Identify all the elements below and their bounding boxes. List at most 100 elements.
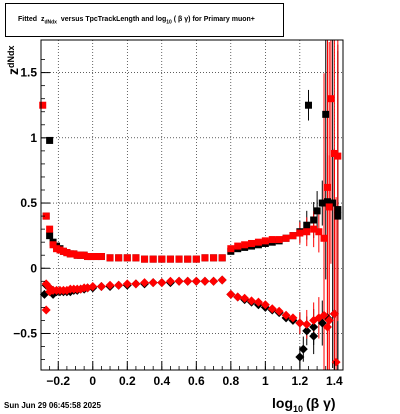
y-tick-label: 0 (30, 261, 37, 275)
point-lower-red (140, 278, 150, 288)
point-lower-red (88, 282, 98, 292)
point-upper-red (218, 254, 226, 262)
y-axis-label: zdNdx (5, 46, 21, 76)
x-tick-label: 1.4 (326, 374, 343, 388)
point-upper-red (289, 232, 297, 240)
point-outlier-black (322, 110, 330, 118)
chart-title: Fitted zdNdx versus TpcTrackLength and l… (18, 16, 255, 26)
plot-frame (40, 39, 344, 371)
point-upper-black (310, 216, 318, 224)
point-lower-red (174, 276, 184, 286)
point-upper-red (227, 245, 235, 253)
point-upper-red (158, 255, 166, 263)
x-tick-label: 0.2 (119, 374, 136, 388)
point-upper-red (234, 242, 242, 250)
point-upper-red (210, 254, 218, 262)
point-upper-red (106, 254, 114, 262)
point-outlier-black (46, 136, 54, 144)
point-lower-red (319, 310, 329, 320)
point-upper-red (123, 254, 131, 262)
x-axis: −0.2 0 0.2 0.4 0.6 0.8 1 1.2 1.4 (46, 361, 343, 388)
point-outlier-black (334, 212, 342, 220)
point-lower-red (183, 276, 193, 286)
point-upper-black (46, 232, 54, 240)
point-upper-red (87, 253, 95, 261)
point-upper-red (315, 228, 323, 236)
point-upper-red (310, 225, 318, 233)
point-lower-red (165, 276, 175, 286)
point-lower-red (217, 275, 227, 285)
point-lower-red (247, 296, 257, 306)
point-lower-red (191, 276, 201, 286)
point-lower-red (233, 292, 243, 302)
point-lower-red (288, 313, 298, 323)
point-upper-red (166, 255, 174, 263)
point-upper-black (313, 207, 321, 215)
point-lower-red (209, 276, 219, 286)
point-upper-red (261, 237, 269, 245)
point-lower-red (281, 310, 291, 320)
y-axis: −0.5 0 0.5 1 1.5 (13, 59, 50, 360)
point-outlier-black (295, 352, 305, 362)
point-lower-red (240, 293, 250, 303)
x-tick-label: 1 (262, 374, 269, 388)
x-tick-label: 0 (89, 374, 96, 388)
point-upper-red (115, 254, 123, 262)
point-lower-red (157, 278, 167, 288)
point-lower-black (302, 326, 312, 336)
point-lower-red (253, 297, 263, 307)
point-upper-red (184, 255, 192, 263)
point-lower-red (267, 304, 277, 314)
point-upper-red (268, 236, 276, 244)
x-axis-label: log10 (β γ) (272, 395, 336, 414)
point-lower-red (226, 289, 236, 299)
x-tick-label: 0.6 (188, 374, 205, 388)
x-tick-label: −0.2 (46, 374, 70, 388)
x-tick-label: 1.2 (292, 374, 309, 388)
plot-frame-bg (41, 40, 343, 370)
point-lower-red (324, 315, 334, 325)
point-lower-red (329, 309, 339, 319)
point-upper-red (241, 241, 249, 249)
point-upper-red (192, 255, 200, 263)
point-upper-red (42, 212, 50, 220)
point-upper-red (248, 239, 256, 247)
point-upper-red (39, 101, 47, 109)
point-outlier-red (331, 357, 341, 367)
y-tick-label: 0.5 (20, 196, 37, 210)
point-upper-red (132, 254, 140, 262)
point-outlier-black (298, 344, 308, 354)
point-upper-red (141, 255, 149, 263)
point-lower-red (260, 300, 270, 310)
point-upper-red (325, 203, 333, 211)
data-points (39, 95, 342, 367)
point-upper-black (329, 199, 337, 207)
x-tick-label: 0.4 (153, 374, 170, 388)
timestamp: Sun Jun 29 06:45:58 2025 (4, 401, 101, 410)
point-outlier-red (322, 322, 332, 332)
point-upper-red (92, 253, 100, 261)
point-lower-red (105, 280, 115, 290)
point-lower-red (302, 319, 312, 329)
point-upper-red (254, 238, 262, 246)
point-lower-red (131, 279, 141, 289)
point-outlier-red (323, 183, 331, 191)
point-upper-red (149, 255, 157, 263)
point-lower-red (295, 318, 305, 328)
point-outlier-red (45, 287, 55, 297)
y-tick-label: 1.5 (20, 66, 37, 80)
point-upper-red (275, 236, 283, 244)
point-outlier-black (309, 331, 319, 341)
y-tick-label: 1 (30, 131, 37, 145)
point-upper-black (323, 198, 331, 206)
point-lower-red (122, 279, 132, 289)
point-upper-red (320, 234, 328, 242)
point-lower-red (96, 282, 106, 292)
point-upper-red (303, 228, 311, 236)
point-upper-red (49, 241, 57, 249)
point-outlier-red (327, 95, 335, 103)
point-upper-red (175, 255, 183, 263)
point-lower-red (114, 280, 124, 290)
point-lower-red (148, 278, 158, 288)
